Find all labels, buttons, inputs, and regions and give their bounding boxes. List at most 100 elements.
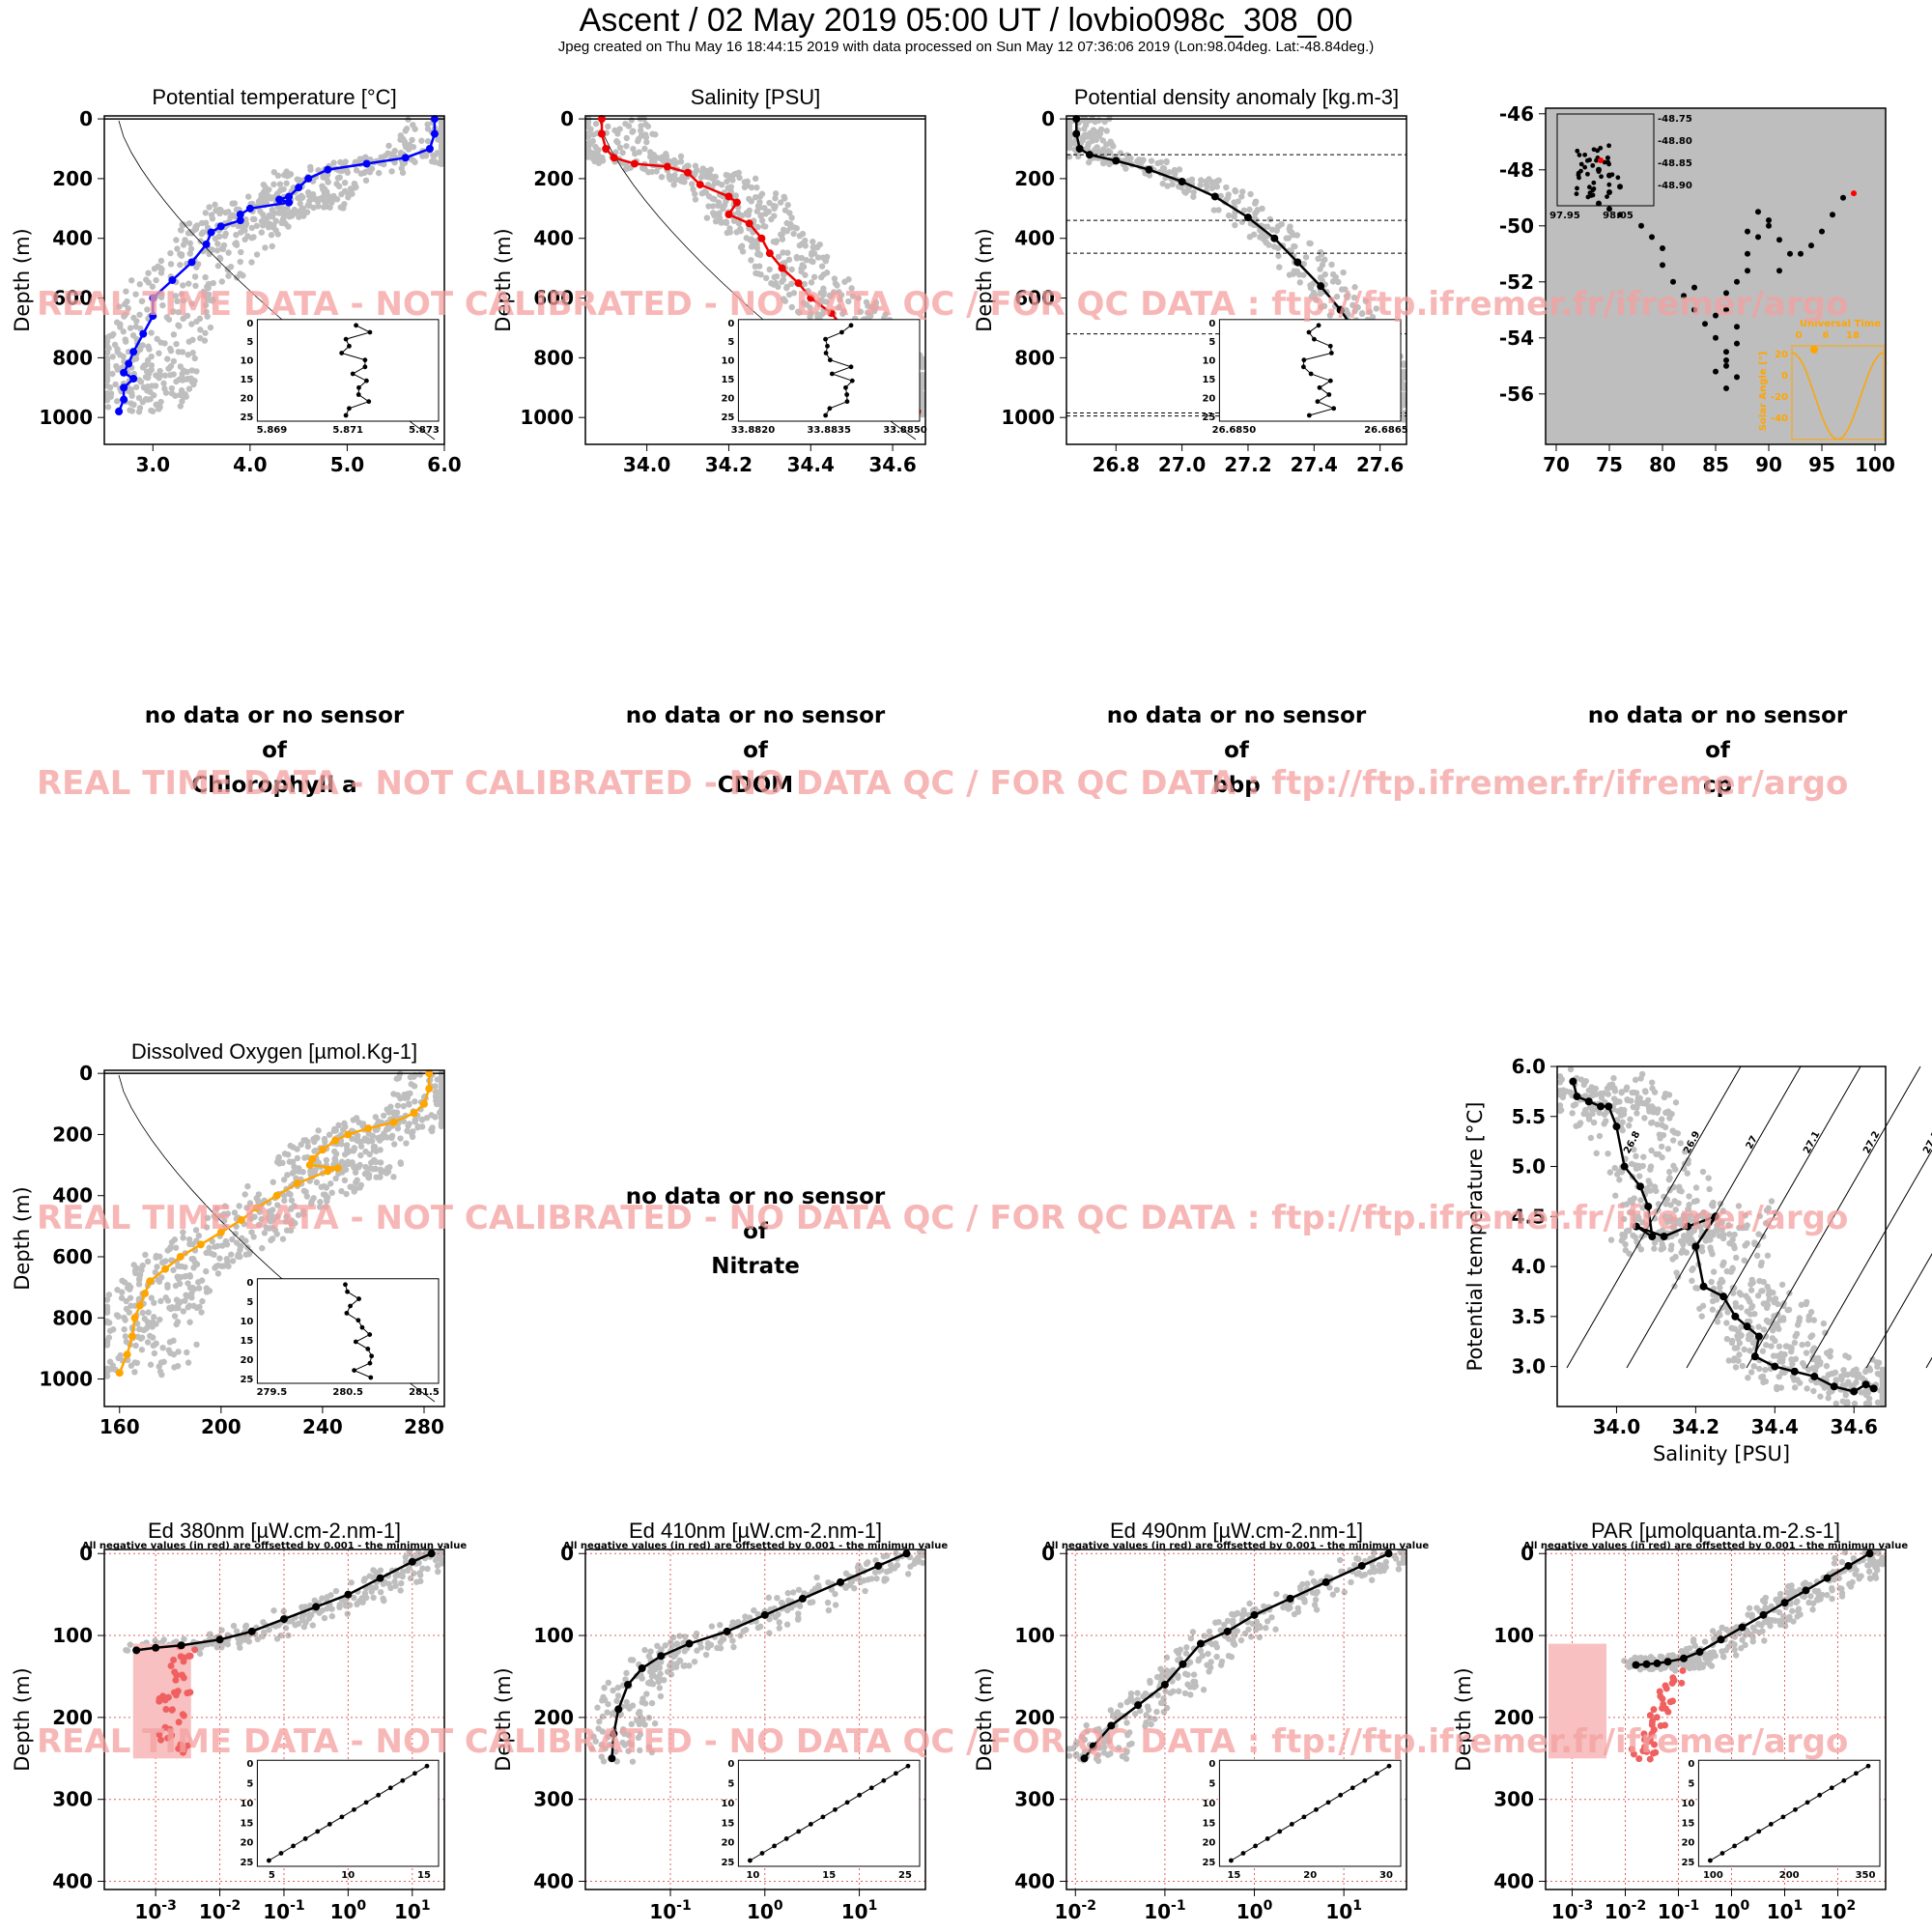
climatology-point <box>748 198 755 205</box>
profile-point <box>141 1289 150 1297</box>
climatology-point <box>430 152 437 159</box>
climatology-point <box>1309 1589 1316 1596</box>
climatology-point <box>735 220 743 227</box>
climatology-point <box>1176 166 1183 173</box>
climatology-point <box>1237 1636 1245 1644</box>
climatology-point <box>1640 1099 1648 1107</box>
inset-line <box>824 325 854 416</box>
climatology-point <box>1614 1171 1621 1178</box>
climatology-point <box>289 1170 296 1177</box>
climatology-point <box>287 1227 295 1235</box>
inset-y-tick: 20 <box>1202 394 1215 405</box>
inset-x-tick: 20 <box>1303 1870 1317 1881</box>
climatology-point <box>1710 1232 1717 1238</box>
profile-point <box>1632 1661 1640 1669</box>
climatology-point <box>1310 280 1317 287</box>
climatology-point <box>752 193 759 201</box>
climatology-point <box>355 1164 362 1171</box>
climatology-point <box>737 225 744 233</box>
climatology-point <box>1789 1607 1796 1614</box>
climatology-point <box>182 1264 188 1270</box>
climatology-point <box>232 1230 239 1237</box>
climatology-point <box>1294 1605 1301 1612</box>
x-tick-label: 27.2 <box>1224 453 1271 476</box>
climatology-point <box>323 1204 329 1210</box>
climatology-point <box>103 1373 111 1379</box>
climatology-point <box>197 334 204 342</box>
climatology-point <box>365 1130 373 1137</box>
float-position <box>1766 222 1772 229</box>
climatology-point <box>1148 1720 1154 1728</box>
climatology-point <box>742 1613 749 1620</box>
y-tick-label: 400 <box>1014 227 1055 250</box>
profile-point <box>149 312 157 321</box>
profile-point <box>1196 1639 1205 1648</box>
climatology-point <box>1864 1562 1871 1569</box>
climatology-point <box>209 215 216 222</box>
climatology-point <box>183 1292 189 1298</box>
climatology-point <box>658 1659 665 1665</box>
climatology-point <box>774 1594 781 1602</box>
climatology-point <box>868 1576 875 1582</box>
climatology-point <box>402 128 409 134</box>
negative-point <box>1669 1676 1677 1684</box>
climatology-point <box>357 170 365 177</box>
negative-point <box>1659 1695 1666 1703</box>
profile-point <box>696 181 704 189</box>
climatology-point <box>592 120 600 128</box>
climatology-point <box>135 377 143 384</box>
climatology-point <box>333 181 340 187</box>
climatology-point <box>652 131 659 138</box>
climatology-cloud <box>1621 1548 1887 1674</box>
climatology-point <box>342 1603 350 1609</box>
climatology-point <box>144 1339 152 1346</box>
climatology-point <box>172 1282 180 1290</box>
climatology-point <box>191 226 198 234</box>
climatology-point <box>1587 1134 1595 1142</box>
climatology-point <box>151 391 157 399</box>
inset-frame <box>737 319 921 422</box>
climatology-point <box>270 195 276 202</box>
float-position <box>1840 194 1846 201</box>
climatology-point <box>612 1748 619 1755</box>
climatology-point <box>175 1263 182 1269</box>
climatology-point <box>803 257 810 264</box>
profile-point <box>149 294 157 302</box>
climatology-point <box>1256 1634 1264 1641</box>
climatology-point <box>221 233 228 240</box>
climatology-point <box>156 1253 163 1261</box>
x-tick-label: 10-2 <box>199 1898 241 1923</box>
climatology-point <box>233 1628 241 1634</box>
negative-values <box>1548 1643 1687 1763</box>
climatology-point <box>1163 157 1170 165</box>
y-tick-label: 200 <box>1493 1706 1534 1729</box>
y-tick-label: 400 <box>52 227 93 250</box>
climatology-point <box>250 1234 257 1240</box>
inset-y-tick: 15 <box>240 1818 253 1829</box>
climatology-point <box>188 300 195 307</box>
negative-point <box>1657 1722 1664 1730</box>
climatology-point <box>385 1109 392 1116</box>
climatology-point <box>773 239 780 246</box>
climatology-point <box>224 1210 232 1217</box>
negative-point <box>1651 1741 1659 1748</box>
climatology-point <box>119 1289 126 1295</box>
climatology-point <box>1651 1089 1659 1095</box>
climatology-point <box>1329 1591 1337 1598</box>
climatology-point <box>779 236 786 242</box>
climatology-point <box>812 243 820 251</box>
y-tick-label: 400 <box>1493 1870 1534 1893</box>
float-position <box>1713 368 1719 375</box>
climatology-point <box>105 1320 113 1326</box>
climatology-point <box>323 1156 330 1164</box>
profile-point <box>285 192 294 201</box>
climatology-point <box>193 318 200 326</box>
climatology-point <box>820 289 827 296</box>
climatology-point <box>103 370 111 378</box>
inset-y-tick: 5 <box>1688 1779 1694 1790</box>
climatology-point <box>393 1075 400 1082</box>
climatology-point <box>783 228 790 235</box>
climatology-point <box>823 253 831 261</box>
climatology-point <box>173 237 180 243</box>
climatology-point <box>1218 1658 1226 1665</box>
